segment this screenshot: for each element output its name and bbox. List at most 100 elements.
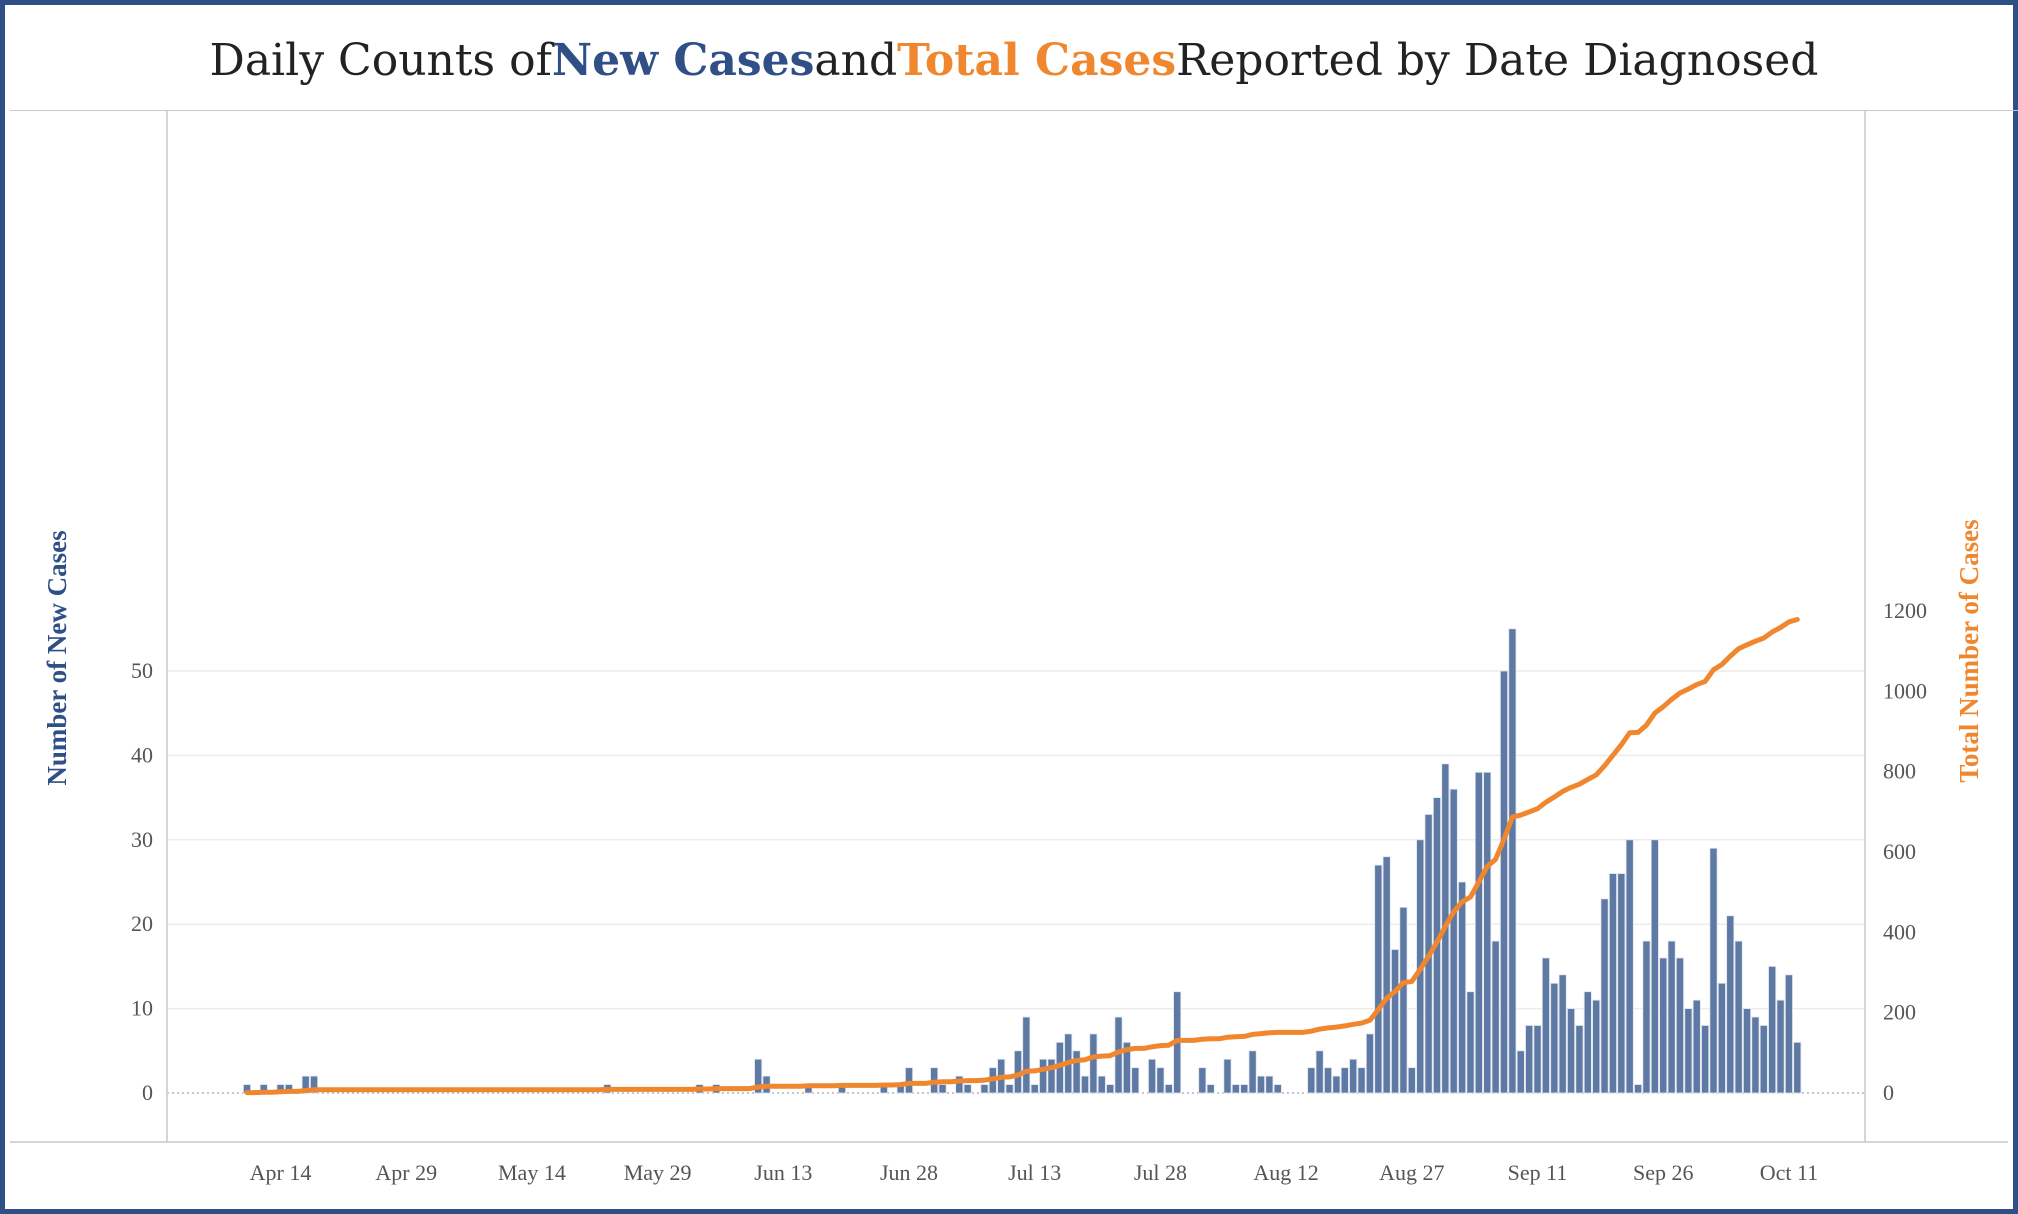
y-left-tick-label: 40 bbox=[131, 742, 153, 767]
total-cases-line bbox=[244, 617, 1800, 1096]
new-cases-bar bbox=[1382, 856, 1391, 1094]
new-cases-bar bbox=[1156, 1067, 1165, 1094]
new-cases-bar bbox=[1265, 1075, 1274, 1094]
new-cases-bar bbox=[1307, 1067, 1316, 1094]
x-tick-label: Sep 26 bbox=[1633, 1160, 1694, 1185]
new-cases-bar bbox=[1625, 839, 1634, 1094]
x-tick-label: Aug 27 bbox=[1379, 1160, 1444, 1185]
x-tick-label: Apr 29 bbox=[375, 1160, 437, 1185]
new-cases-bar bbox=[1550, 982, 1559, 1094]
new-cases-bar bbox=[1583, 991, 1592, 1094]
x-tick-label: May 29 bbox=[624, 1160, 692, 1185]
new-cases-bar bbox=[1365, 1033, 1374, 1094]
y-right-tick-label: 1000 bbox=[1883, 678, 1927, 703]
y-left-tick-label: 30 bbox=[131, 827, 153, 852]
new-cases-bar bbox=[310, 1075, 319, 1094]
x-tick-label: Aug 12 bbox=[1253, 1160, 1318, 1185]
new-cases-bar bbox=[1449, 788, 1458, 1094]
new-cases-bar bbox=[1030, 1084, 1039, 1094]
new-cases-bar bbox=[1734, 940, 1743, 1094]
new-cases-bar bbox=[754, 1058, 763, 1094]
new-cases-bar bbox=[1667, 940, 1676, 1094]
new-cases-bar bbox=[905, 1067, 914, 1094]
new-cases-bar bbox=[1131, 1067, 1140, 1094]
new-cases-bar bbox=[1675, 957, 1684, 1094]
new-cases-bar bbox=[1784, 974, 1793, 1094]
title-suffix: Reported by Date Diagnosed bbox=[1176, 34, 1819, 86]
new-cases-bar bbox=[955, 1075, 964, 1094]
new-cases-bar bbox=[1357, 1067, 1366, 1094]
title-prefix: Daily Counts of bbox=[209, 34, 552, 86]
new-cases-bar bbox=[1474, 771, 1483, 1094]
new-cases-bar bbox=[1106, 1084, 1115, 1094]
new-cases-bar bbox=[1575, 1025, 1584, 1094]
new-cases-bar bbox=[1768, 966, 1777, 1094]
new-cases-bar bbox=[1374, 864, 1383, 1094]
new-cases-bar bbox=[1022, 1016, 1031, 1094]
new-cases-bar bbox=[938, 1084, 947, 1094]
y-right-tick-label: 0 bbox=[1883, 1080, 1894, 1105]
y-right-tick-label: 1200 bbox=[1883, 598, 1927, 623]
new-cases-bar bbox=[1198, 1067, 1207, 1094]
new-cases-bar bbox=[1500, 670, 1509, 1094]
y-right-axis-title: Total Number of Cases bbox=[1954, 519, 1984, 782]
y-right-tick-label: 600 bbox=[1883, 839, 1916, 864]
new-cases-bar bbox=[1776, 999, 1785, 1094]
new-cases-bar bbox=[1717, 982, 1726, 1094]
x-tick-label: Apr 14 bbox=[250, 1160, 312, 1185]
new-cases-bar bbox=[1525, 1025, 1534, 1094]
new-cases-bar bbox=[1491, 940, 1500, 1094]
new-cases-bar bbox=[1324, 1067, 1333, 1094]
new-cases-bar bbox=[1600, 898, 1609, 1094]
title-middle: and bbox=[814, 34, 898, 86]
new-cases-bar bbox=[1793, 1041, 1802, 1094]
new-cases-bar bbox=[980, 1084, 989, 1094]
new-cases-bar bbox=[1231, 1084, 1240, 1094]
new-cases-bar bbox=[1533, 1025, 1542, 1094]
new-cases-bar bbox=[1541, 957, 1550, 1094]
chart-svg: 0 10 20 30 40 50 0 200 400 600 800 1000 1200 Apr 14 Ap… bbox=[10, 110, 2008, 1185]
new-cases-bar bbox=[1508, 628, 1517, 1094]
y-right-tick-label: 400 bbox=[1883, 919, 1916, 944]
new-cases-bars bbox=[242, 628, 1802, 1094]
new-cases-bar bbox=[1081, 1075, 1090, 1094]
x-tick-label: Jun 13 bbox=[754, 1160, 812, 1185]
new-cases-bar bbox=[1256, 1075, 1265, 1094]
new-cases-bar bbox=[1089, 1033, 1098, 1094]
new-cases-bar bbox=[1248, 1050, 1257, 1094]
y-right-tick-label: 800 bbox=[1883, 759, 1916, 784]
y-left-tick-label: 0 bbox=[142, 1080, 153, 1105]
new-cases-bar bbox=[1223, 1058, 1232, 1094]
new-cases-bar bbox=[1399, 906, 1408, 1094]
new-cases-bar bbox=[1567, 1008, 1576, 1094]
x-tick-label: Oct 11 bbox=[1760, 1160, 1818, 1185]
new-cases-bar bbox=[1148, 1058, 1157, 1094]
new-cases-bar bbox=[1240, 1084, 1249, 1094]
x-tick-label: Jul 28 bbox=[1134, 1160, 1187, 1185]
title-new-cases: New Cases bbox=[551, 34, 815, 86]
new-cases-bar bbox=[1592, 999, 1601, 1094]
new-cases-bar bbox=[1039, 1058, 1048, 1094]
new-cases-bar bbox=[1709, 847, 1718, 1094]
new-cases-bar bbox=[1642, 940, 1651, 1094]
x-tick-label: Sep 11 bbox=[1508, 1160, 1568, 1185]
new-cases-bar bbox=[1349, 1058, 1358, 1094]
chart-title: Daily Counts of New Cases and Total Case… bbox=[10, 10, 2018, 111]
new-cases-bar bbox=[1692, 999, 1701, 1094]
new-cases-bar bbox=[1164, 1084, 1173, 1094]
new-cases-bar bbox=[1483, 771, 1492, 1094]
total-cases-line-layer bbox=[244, 617, 1800, 1096]
title-total-cases: Total Cases bbox=[897, 34, 1177, 86]
new-cases-bar bbox=[1701, 1025, 1710, 1094]
new-cases-bar bbox=[1759, 1025, 1768, 1094]
new-cases-bar bbox=[1726, 915, 1735, 1094]
new-cases-bar bbox=[1332, 1075, 1341, 1094]
new-cases-bar bbox=[1466, 991, 1475, 1094]
new-cases-bar bbox=[1659, 957, 1668, 1094]
new-cases-bar bbox=[1650, 839, 1659, 1094]
new-cases-bar bbox=[1005, 1084, 1014, 1094]
new-cases-bar bbox=[1315, 1050, 1324, 1094]
new-cases-bar bbox=[1072, 1050, 1081, 1094]
new-cases-bar bbox=[1391, 949, 1400, 1094]
